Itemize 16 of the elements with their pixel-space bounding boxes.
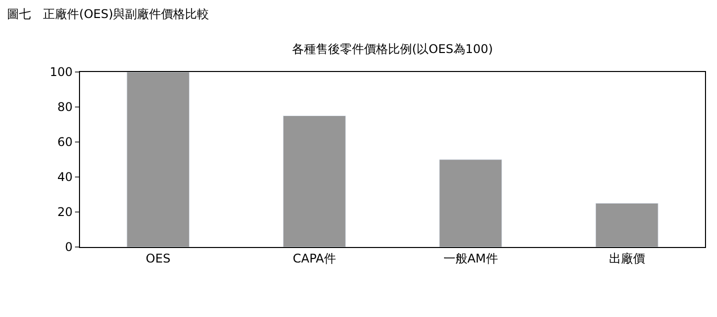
x-tick-label: 一般AM件 [443,251,498,266]
y-tick-label: 40 [57,170,73,184]
chart-title: 圖七 正廠件(OES)與副廠件價格比較 [7,6,210,21]
y-tick-label: 80 [57,100,73,114]
bar [282,116,346,247]
x-tick-label: 出廠價 [608,251,645,266]
x-tick-label: OES [146,251,170,266]
y-tick-label: 60 [57,135,73,150]
y-tick-label: 20 [57,205,73,220]
x-tick-label: CAPA件 [292,251,336,266]
bar [439,159,502,247]
chart-subtitle: 各種售後零件價格比例(以OES為100) [292,42,493,56]
bar [595,203,658,247]
y-tick-label: 0 [64,240,73,254]
y-tick-label: 100 [50,65,73,80]
bar [126,72,190,247]
